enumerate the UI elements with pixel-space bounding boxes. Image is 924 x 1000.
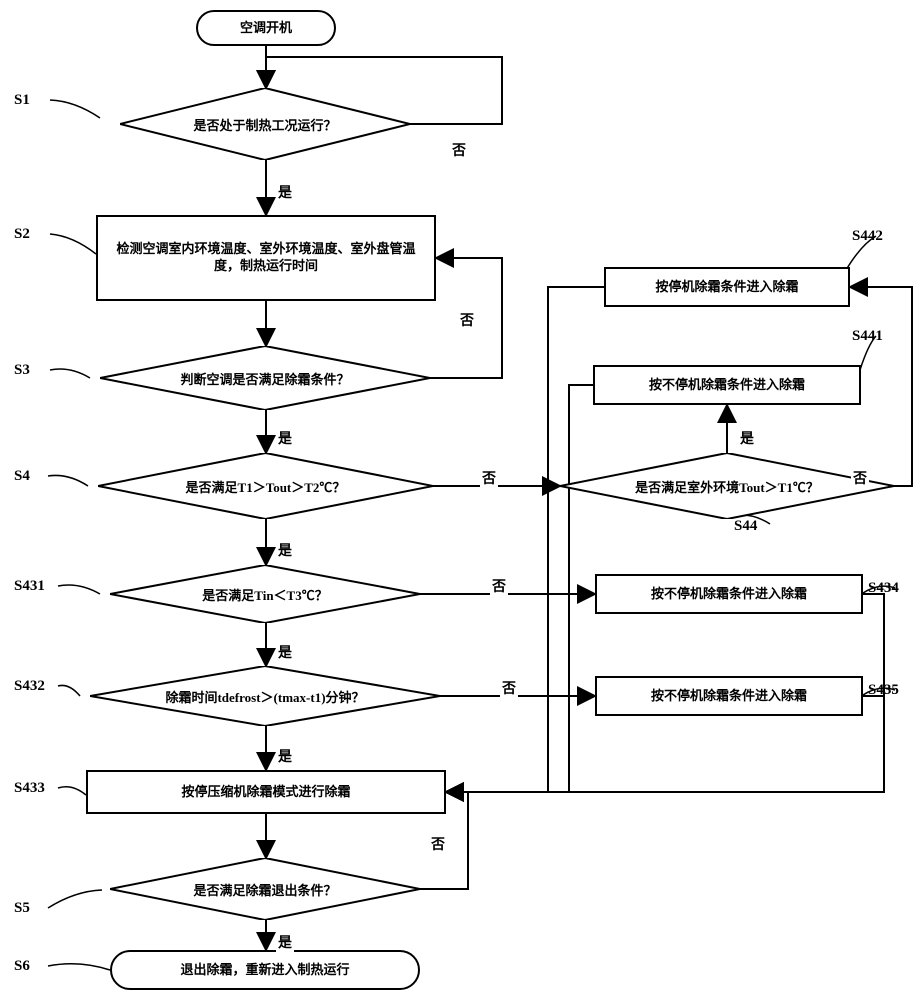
edge-label: 否	[851, 468, 869, 488]
step-tag: S1	[14, 92, 30, 109]
edge-label: 否	[480, 468, 498, 488]
process-s434: 按不停机除霜条件进入除霜	[595, 574, 863, 614]
step-tag: S44	[734, 518, 757, 535]
step-tag: S432	[14, 678, 45, 695]
decision-s44: 是否满足室外环境Tout＞T1℃？	[560, 453, 894, 519]
edge-label: 是	[738, 428, 756, 448]
step-tag: S6	[14, 958, 30, 975]
step-tag: S435	[868, 682, 899, 699]
edge	[446, 287, 604, 792]
decision-s4: 是否满足T1＞Tout＞T2℃？	[98, 453, 433, 519]
edge-label: 否	[429, 834, 447, 854]
step-tag: S442	[852, 228, 883, 245]
tag-connector	[50, 100, 100, 118]
terminator-start: 空调开机	[196, 10, 336, 46]
edge-label: 否	[490, 576, 508, 596]
edge-label: 是	[276, 182, 294, 202]
decision-s3: 判断空调是否满足除霜条件？	[100, 346, 430, 410]
step-tag: S2	[14, 226, 30, 243]
tag-connector	[58, 685, 80, 696]
edge-label: 否	[450, 140, 468, 160]
step-tag: S4	[14, 468, 30, 485]
terminator-s6: 退出除霜，重新进入制热运行	[110, 950, 420, 990]
edge-label: 是	[276, 932, 294, 952]
decision-s5: 是否满足除霜退出条件？	[110, 858, 420, 920]
tag-connector	[50, 234, 96, 254]
decision-s432: 除霜时间tdefrost＞(tmax-t1)分钟？	[90, 666, 440, 726]
step-tag: S431	[14, 578, 45, 595]
tag-connector	[48, 890, 102, 908]
edge-label: 是	[276, 746, 294, 766]
step-tag: S441	[852, 328, 883, 345]
edge-label: 是	[276, 642, 294, 662]
process-s2: 检测空调室内环境温度、室外环境温度、室外盘管温度，制热运行时间	[96, 215, 436, 301]
process-s433: 按停压缩机除霜模式进行除霜	[86, 770, 446, 814]
process-s435: 按不停机除霜条件进入除霜	[595, 676, 863, 716]
tag-connector	[48, 475, 88, 486]
tag-connector	[50, 369, 90, 378]
step-tag: S434	[868, 580, 899, 597]
process-s442: 按停机除霜条件进入除霜	[604, 267, 850, 307]
step-tag: S433	[14, 780, 45, 797]
edge-label: 是	[276, 540, 294, 560]
decision-s1: 是否处于制热工况运行？	[120, 88, 410, 160]
step-tag: S3	[14, 362, 30, 379]
tag-connector	[58, 787, 86, 795]
edge-label: 否	[500, 678, 518, 698]
step-tag: S5	[14, 900, 30, 917]
edge	[446, 385, 593, 792]
edge-label: 否	[458, 310, 476, 330]
edge-label: 是	[276, 428, 294, 448]
tag-connector	[58, 585, 100, 594]
decision-s431: 是否满足Tin＜T3℃？	[110, 565, 420, 623]
tag-connector	[48, 964, 110, 970]
process-s441: 按不停机除霜条件进入除霜	[593, 365, 861, 405]
